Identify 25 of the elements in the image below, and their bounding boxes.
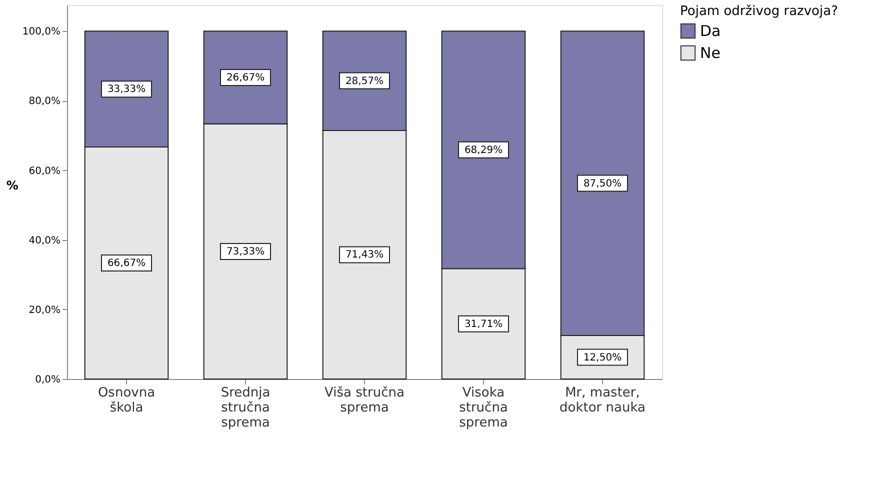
x-tick-label: Visoka stručna sprema — [459, 386, 508, 430]
data-label: 12,50% — [583, 352, 622, 364]
data-label: 73,33% — [226, 246, 265, 258]
y-tick-label: 60,0% — [28, 166, 60, 177]
data-label: 68,29% — [464, 144, 503, 156]
x-tick-label: Osnovna škola — [98, 386, 156, 416]
data-label: 66,67% — [107, 258, 146, 270]
y-tick-label: 100,0% — [22, 26, 60, 38]
y-tick-label: 20,0% — [28, 304, 60, 316]
x-tick-label: Mr, master, doktor nauka — [560, 386, 646, 416]
data-label: 28,57% — [345, 76, 384, 87]
data-label: 33,33% — [107, 84, 146, 96]
data-label: 71,43% — [345, 250, 384, 261]
y-tick-label: 0,0% — [35, 374, 60, 386]
y-tick-label: 40,0% — [28, 235, 60, 246]
data-label: 87,50% — [583, 178, 622, 190]
y-axis-title: % — [6, 178, 18, 192]
data-label: 26,67% — [226, 72, 265, 84]
legend-label: Ne — [700, 44, 720, 62]
legend-label: Da — [700, 22, 721, 40]
y-tick-label: 80,0% — [28, 96, 60, 108]
legend-title: Pojam održivog razvoja? — [680, 4, 838, 19]
x-tick-label: Srednja stručna sprema — [220, 386, 270, 430]
x-tick-label: Viša stručna sprema — [324, 386, 404, 416]
data-label: 31,71% — [464, 318, 503, 330]
